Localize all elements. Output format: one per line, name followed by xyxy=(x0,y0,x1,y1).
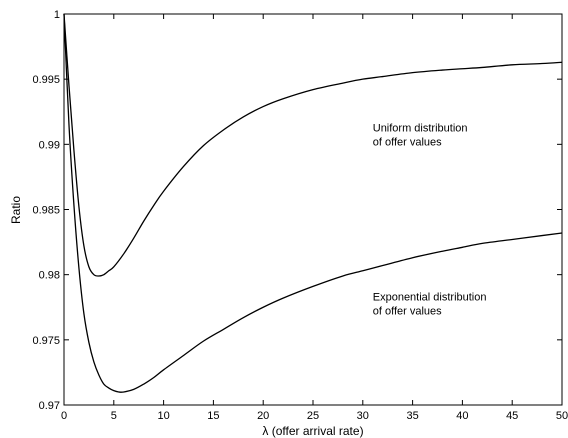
x-axis-label: λ (offer arrival rate) xyxy=(262,424,363,438)
x-tick-label: 25 xyxy=(307,410,319,422)
y-tick-label: 1 xyxy=(54,9,60,21)
uniform-series-line xyxy=(63,13,563,277)
y-axis: 0.97 0.975 0.98 0.985 0.99 0.995 1 xyxy=(32,9,562,412)
x-tick-label: 0 xyxy=(61,410,67,422)
x-tick-label: 20 xyxy=(257,410,269,422)
x-tick-label: 10 xyxy=(157,410,169,422)
y-tick-label: 0.99 xyxy=(39,139,60,151)
x-tick-label: 15 xyxy=(207,410,219,422)
x-tick-label: 35 xyxy=(406,410,418,422)
plot-area-frame xyxy=(63,13,563,406)
annotation-line: of offer values xyxy=(373,306,442,318)
y-tick-label: 0.975 xyxy=(32,335,60,347)
x-tick-label: 50 xyxy=(556,410,568,422)
annotation-line: Uniform distribution xyxy=(373,122,468,134)
y-tick-label: 0.98 xyxy=(39,270,60,282)
x-tick-label: 45 xyxy=(506,410,518,422)
annotation-layer: Uniform distribution of offer valuesExpon… xyxy=(373,122,487,317)
x-axis: 0 5 10 15 20 25 30 35 40 45 50 xyxy=(61,14,568,422)
x-tick-label: 30 xyxy=(357,410,369,422)
series-layer xyxy=(63,13,563,393)
y-tick-label: 0.995 xyxy=(32,74,60,86)
y-tick-label: 0.97 xyxy=(39,400,60,412)
x-tick-label: 5 xyxy=(111,410,117,422)
y-axis-label: Ratio xyxy=(9,196,23,224)
exponential-annotation: Exponential distribution of offer values xyxy=(373,292,487,318)
uniform-annotation: Uniform distribution of offer values xyxy=(373,122,468,148)
y-tick-label: 0.985 xyxy=(32,205,60,217)
exponential-series-line xyxy=(63,13,563,393)
x-tick-label: 40 xyxy=(456,410,468,422)
annotation-line: Exponential distribution xyxy=(373,292,487,304)
annotation-line: of offer values xyxy=(373,136,442,148)
